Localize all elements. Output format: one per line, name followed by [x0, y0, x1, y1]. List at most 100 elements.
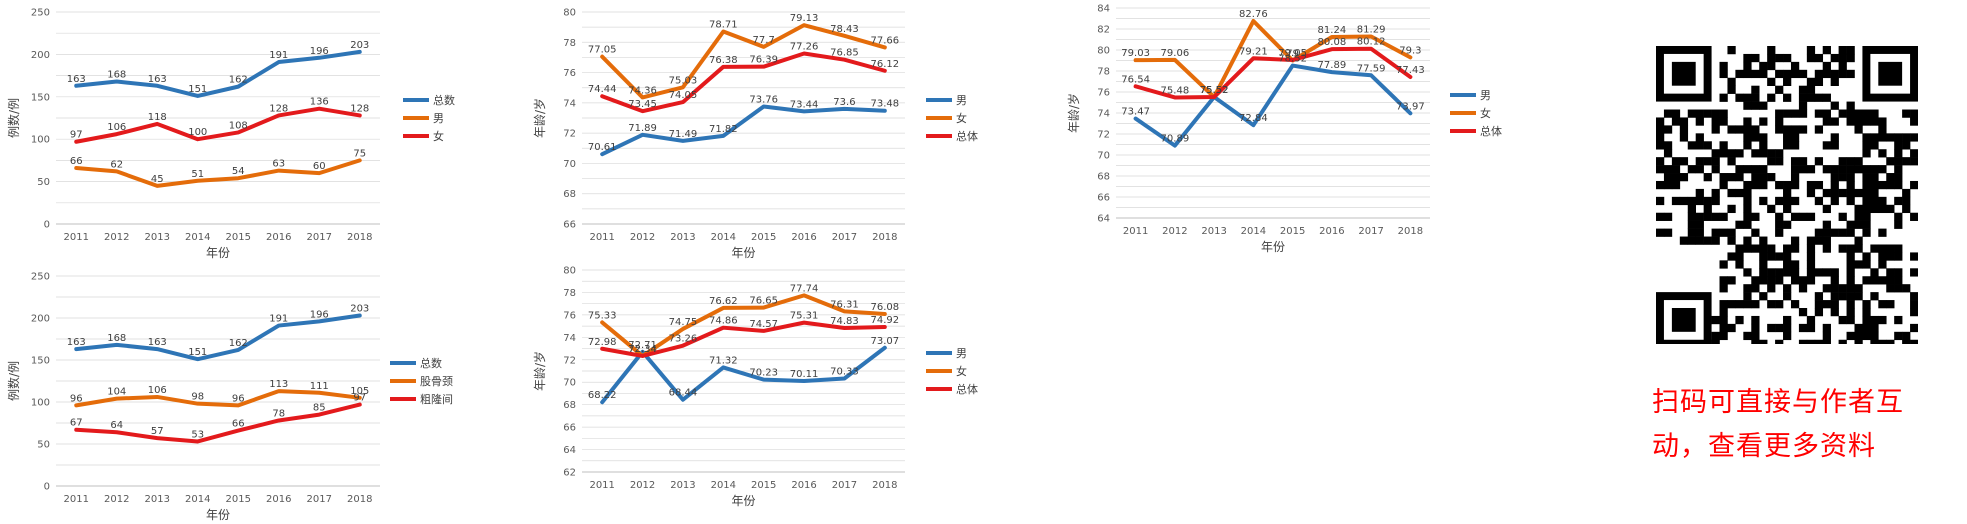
qr-module — [1783, 220, 1792, 229]
qr-module — [1743, 220, 1752, 229]
qr-module — [1775, 69, 1784, 79]
y-axis-title: 年龄/岁 — [532, 98, 547, 138]
data-label: 62 — [110, 159, 123, 170]
qr-module — [1830, 292, 1839, 301]
qr-module — [1838, 61, 1847, 71]
data-label: 106 — [148, 385, 167, 396]
qr-module — [1846, 188, 1855, 198]
qr-module — [1790, 268, 1800, 277]
x-tick-label: 2013 — [145, 494, 170, 505]
qr-module — [1846, 276, 1855, 285]
qr-module — [1671, 196, 1681, 206]
x-tick-label: 2018 — [347, 494, 372, 505]
y-tick-label: 76 — [563, 310, 576, 321]
chart-cases-by-fracture-type: 0 50 100 150 200 250 2011 2012 2013 2014 2015 2016 2… — [6, 272, 453, 523]
data-label: 74.75 — [669, 317, 698, 328]
qr-module — [1775, 220, 1784, 229]
qr-module — [1790, 133, 1800, 142]
legend-label: 总体 — [956, 129, 978, 143]
qr-module — [1910, 212, 1919, 221]
qr-module — [1735, 315, 1744, 325]
qr-module — [1862, 260, 1871, 269]
data-label: 75.31 — [790, 311, 819, 322]
qr-module — [1862, 212, 1871, 221]
qr-module — [1783, 268, 1792, 277]
qr-module — [1822, 93, 1831, 102]
qr-module — [1790, 300, 1800, 309]
qr-module — [1711, 188, 1720, 198]
data-label: 75.33 — [588, 310, 617, 321]
chart-cases-by-sex: 0 50 100 150 200 250 2011 2012 2013 2014 2015 2016 2… — [6, 8, 455, 261]
qr-module — [1656, 133, 1665, 142]
qr-module — [1878, 149, 1887, 158]
data-label: 68.22 — [588, 390, 617, 401]
legend-label: 男 — [1480, 89, 1491, 102]
data-label: 163 — [67, 337, 86, 348]
x-tick-label: 2017 — [832, 232, 857, 243]
qr-module — [1854, 244, 1863, 253]
qr-module — [1759, 141, 1768, 150]
qr-module — [1806, 276, 1816, 285]
qr-module — [1862, 141, 1871, 150]
qr-module — [1822, 204, 1831, 214]
data-label: 75.52 — [1200, 85, 1229, 96]
qr-module — [1854, 260, 1863, 269]
x-tick-label: 2012 — [1162, 226, 1187, 237]
qr-module — [1783, 284, 1792, 293]
qr-module — [1767, 276, 1776, 285]
qr-module — [1727, 204, 1736, 214]
data-label: 191 — [269, 50, 288, 61]
x-axis-title: 年份 — [206, 508, 230, 522]
qr-module — [1695, 109, 1704, 118]
qr-module — [1727, 252, 1736, 261]
qr-module — [1814, 308, 1824, 317]
chart-age-by-sex-b: 64 66 68 70 72 74 76 78 80 82 84 2011 2012 2013 2014 20… — [1066, 4, 1502, 255]
qr-module — [1775, 323, 1784, 333]
qr-module — [1830, 196, 1839, 206]
data-label: 163 — [67, 74, 86, 85]
qr-module — [1743, 180, 1752, 190]
qr-module — [1838, 315, 1847, 325]
series-line — [1133, 46, 1413, 100]
qr-module — [1814, 339, 1824, 348]
data-label: 196 — [310, 46, 329, 57]
qr-module — [1727, 300, 1736, 309]
qr-module — [1894, 212, 1903, 221]
qr-module — [1751, 323, 1760, 333]
qr-module — [1775, 109, 1784, 118]
qr-module — [1838, 165, 1847, 174]
qr-module — [1663, 173, 1673, 182]
qr-module — [1775, 228, 1784, 237]
qr-module — [1806, 180, 1816, 190]
qr-module — [1759, 339, 1768, 348]
y-tick-label: 50 — [37, 440, 50, 451]
qr-module — [1790, 212, 1800, 221]
qr-module — [1854, 165, 1863, 174]
qr-module — [1695, 212, 1704, 221]
qr-module — [1830, 117, 1839, 126]
qr-module — [1663, 212, 1673, 221]
data-label: 97 — [353, 393, 366, 404]
qr-module — [1790, 180, 1800, 190]
qr-module — [1910, 117, 1919, 126]
data-label: 72.84 — [1239, 113, 1268, 124]
qr-module — [1814, 53, 1824, 63]
qr-module — [1910, 300, 1919, 309]
qr-module — [1910, 268, 1919, 277]
data-label: 163 — [148, 337, 167, 348]
qr-finder-center — [1878, 61, 1903, 86]
qr-module — [1727, 125, 1736, 134]
qr-module — [1695, 117, 1704, 126]
qr-module — [1711, 149, 1720, 158]
qr-module — [1711, 196, 1720, 206]
qr-module — [1830, 53, 1839, 63]
qr-module — [1695, 141, 1704, 150]
qr-module — [1822, 236, 1831, 245]
qr-module — [1910, 323, 1919, 333]
qr-module — [1656, 180, 1665, 190]
data-label: 54 — [232, 166, 245, 177]
qr-module — [1775, 276, 1784, 285]
qr-module — [1759, 165, 1768, 174]
qr-module — [1902, 204, 1911, 214]
legend-label: 粗隆间 — [420, 392, 453, 406]
